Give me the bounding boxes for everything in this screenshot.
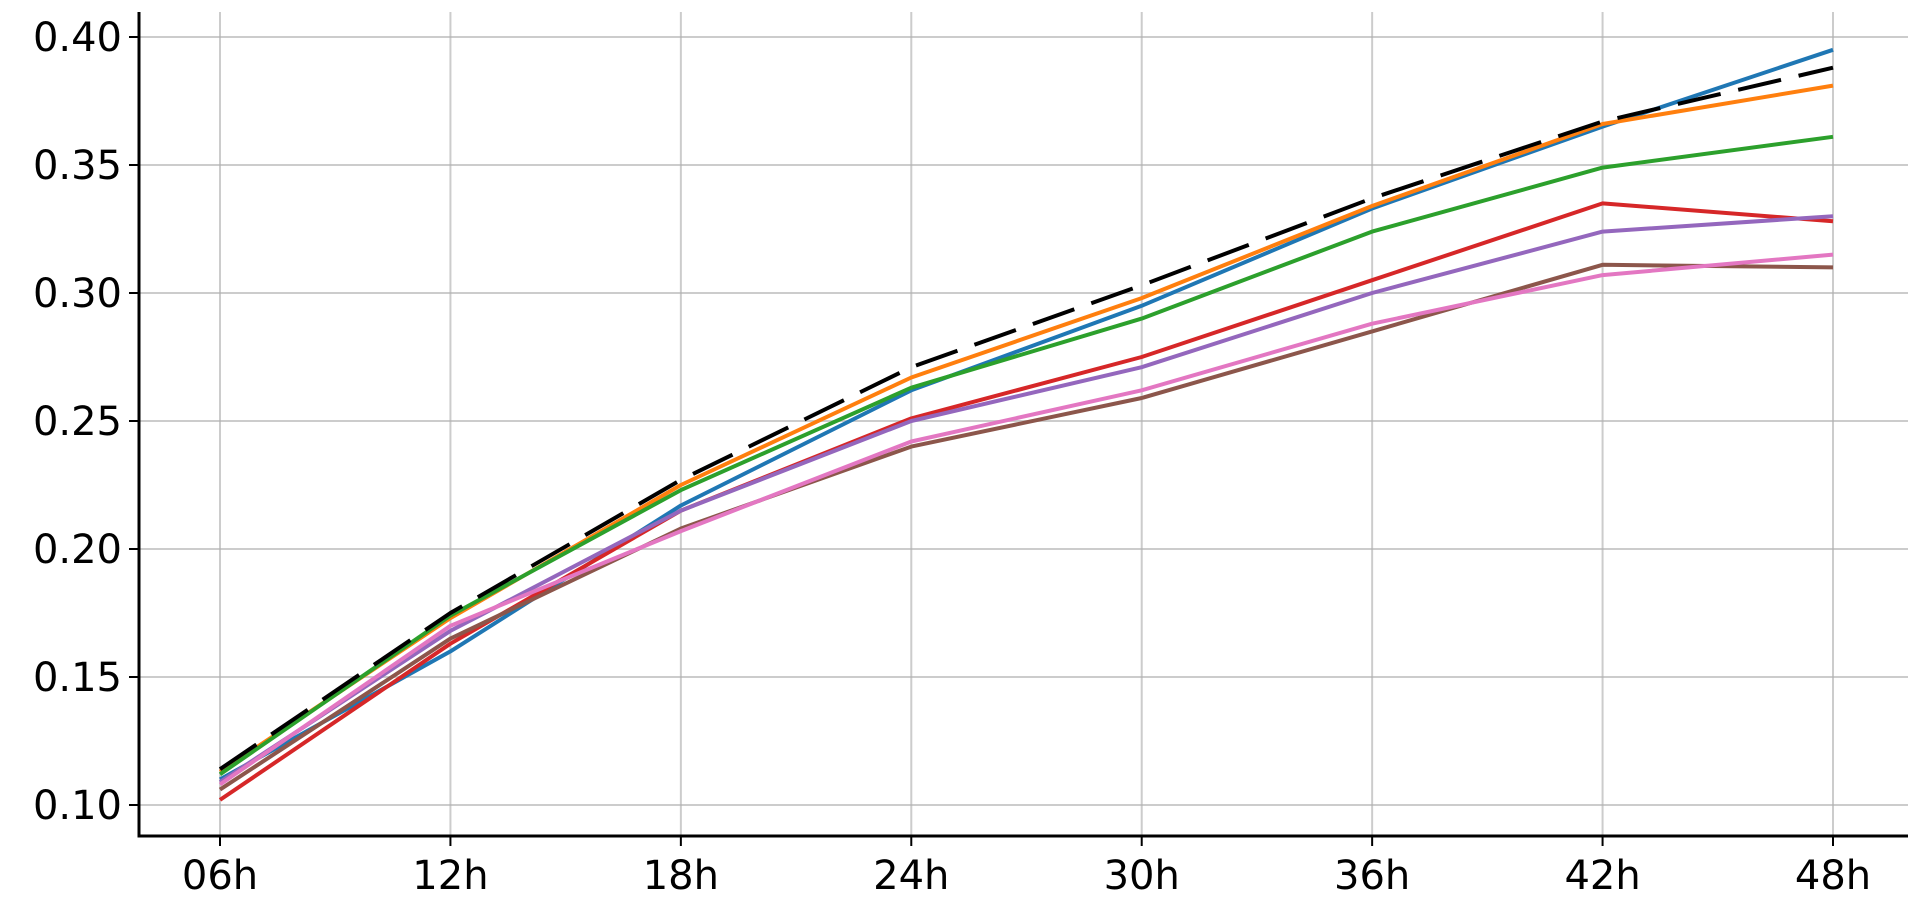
y-tick-label: 0.30 bbox=[33, 271, 122, 317]
series-line-6 bbox=[218, 262, 1834, 792]
x-tick-label: 30h bbox=[1104, 853, 1180, 899]
y-tick-labels: 0.10 0.15 0.20 0.25 0.30 0.35 0.40 bbox=[33, 15, 122, 829]
series-line-5 bbox=[218, 214, 1834, 784]
series-line-7 bbox=[218, 252, 1834, 787]
x-tick-label: 12h bbox=[412, 853, 488, 899]
series-line-3 bbox=[218, 134, 1834, 776]
y-tick-label: 0.25 bbox=[33, 399, 122, 445]
series-line-1 bbox=[219, 47, 1834, 782]
x-tick-label: 06h bbox=[182, 853, 258, 899]
axes bbox=[129, 12, 1908, 846]
series-line-2 bbox=[218, 83, 1834, 774]
x-tick-label: 48h bbox=[1795, 853, 1871, 899]
y-tick-label: 0.20 bbox=[33, 527, 122, 573]
x-tick-label: 18h bbox=[643, 853, 719, 899]
y-tick-label: 0.10 bbox=[33, 783, 122, 829]
y-tick-label: 0.40 bbox=[33, 15, 122, 61]
x-tick-labels: 06h 12h 18h 24h 30h 36h 42h 48h bbox=[182, 853, 1871, 899]
x-tick-label: 24h bbox=[873, 853, 949, 899]
x-tick-label: 36h bbox=[1334, 853, 1410, 899]
x-tick-label: 42h bbox=[1564, 853, 1640, 899]
series-lines bbox=[218, 47, 1834, 802]
y-tick-label: 0.15 bbox=[33, 655, 122, 701]
series-line-dashed-black bbox=[218, 65, 1834, 771]
y-tick-label: 0.35 bbox=[33, 143, 122, 189]
